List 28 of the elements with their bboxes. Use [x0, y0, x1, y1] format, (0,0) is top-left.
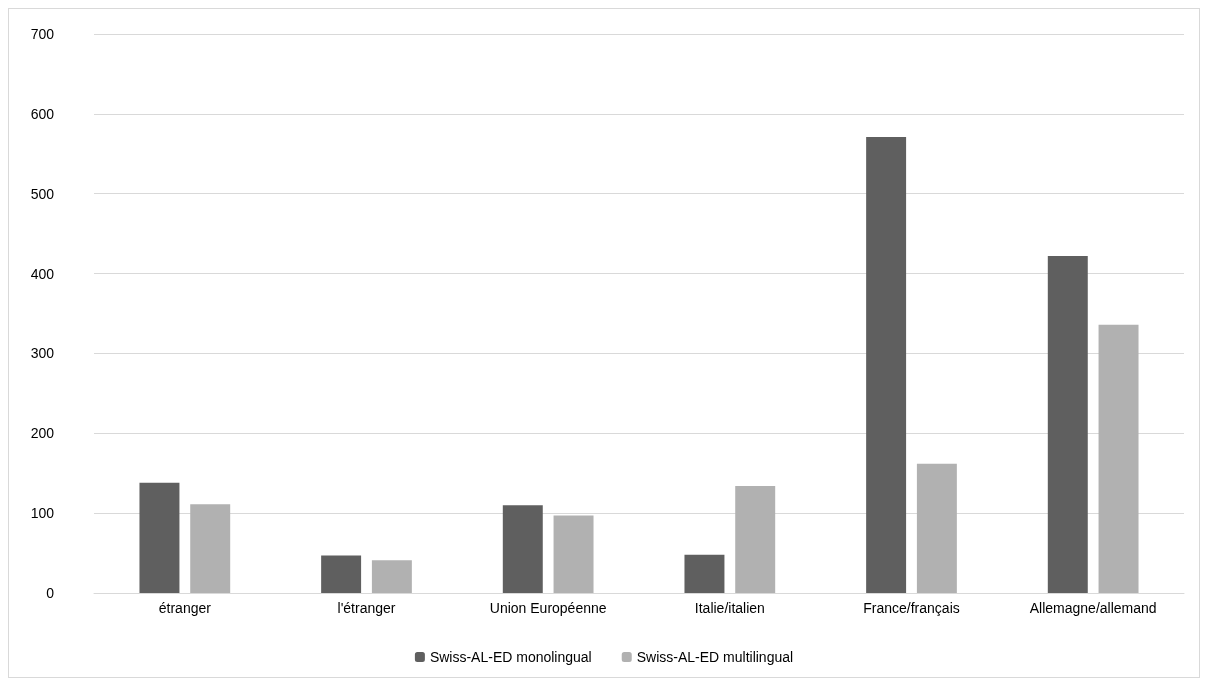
bar — [139, 482, 180, 593]
y-tick-label: 100 — [30, 505, 55, 522]
y-tick-label: 0 — [46, 585, 55, 601]
bar — [321, 555, 362, 593]
legend-label: Swiss-AL-ED multilingual — [636, 649, 794, 665]
y-tick-label: 200 — [30, 425, 55, 442]
y-tick-label: 300 — [30, 345, 55, 362]
x-tick-label: France/français — [863, 600, 960, 616]
bar — [1047, 256, 1088, 593]
bar — [371, 560, 412, 593]
y-tick-label: 600 — [30, 105, 55, 122]
y-tick-label: 700 — [30, 26, 55, 42]
bar — [1098, 324, 1139, 593]
legend-label: Swiss-AL-ED monolingual — [429, 649, 592, 665]
bar — [553, 515, 594, 593]
bar — [866, 137, 907, 593]
x-tick-label: l'étranger — [337, 600, 396, 616]
bar — [684, 554, 725, 593]
bar — [735, 485, 776, 593]
x-tick-label: Allemagne/allemand — [1029, 600, 1157, 616]
x-tick-label: Union Européenne — [489, 600, 607, 616]
bar — [190, 504, 231, 593]
bar — [916, 463, 957, 593]
x-tick-label: Italie/italien — [694, 600, 765, 616]
x-tick-label: étranger — [158, 600, 212, 616]
y-tick-label: 400 — [30, 265, 55, 282]
bar — [502, 505, 543, 593]
y-tick-label: 500 — [30, 185, 55, 202]
